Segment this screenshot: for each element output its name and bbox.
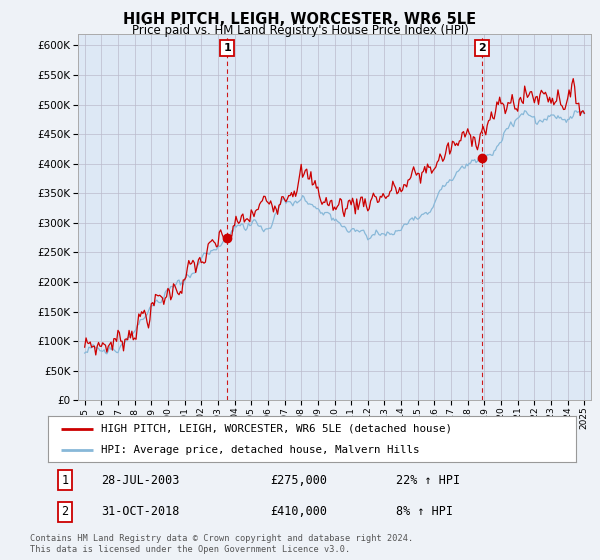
Text: £410,000: £410,000 (270, 505, 327, 518)
Text: HPI: Average price, detached house, Malvern Hills: HPI: Average price, detached house, Malv… (101, 445, 419, 455)
Text: 28-JUL-2003: 28-JUL-2003 (101, 474, 179, 487)
Text: 2: 2 (478, 43, 485, 53)
Text: 22% ↑ HPI: 22% ↑ HPI (397, 474, 461, 487)
Text: HIGH PITCH, LEIGH, WORCESTER, WR6 5LE (detached house): HIGH PITCH, LEIGH, WORCESTER, WR6 5LE (d… (101, 424, 452, 434)
Text: Contains HM Land Registry data © Crown copyright and database right 2024.
This d: Contains HM Land Registry data © Crown c… (30, 534, 413, 554)
Text: Price paid vs. HM Land Registry's House Price Index (HPI): Price paid vs. HM Land Registry's House … (131, 24, 469, 37)
Text: 31-OCT-2018: 31-OCT-2018 (101, 505, 179, 518)
Text: 1: 1 (61, 474, 68, 487)
Text: 8% ↑ HPI: 8% ↑ HPI (397, 505, 454, 518)
Text: HIGH PITCH, LEIGH, WORCESTER, WR6 5LE: HIGH PITCH, LEIGH, WORCESTER, WR6 5LE (124, 12, 476, 27)
Text: £275,000: £275,000 (270, 474, 327, 487)
Text: 1: 1 (224, 43, 231, 53)
Text: 2: 2 (61, 505, 68, 518)
